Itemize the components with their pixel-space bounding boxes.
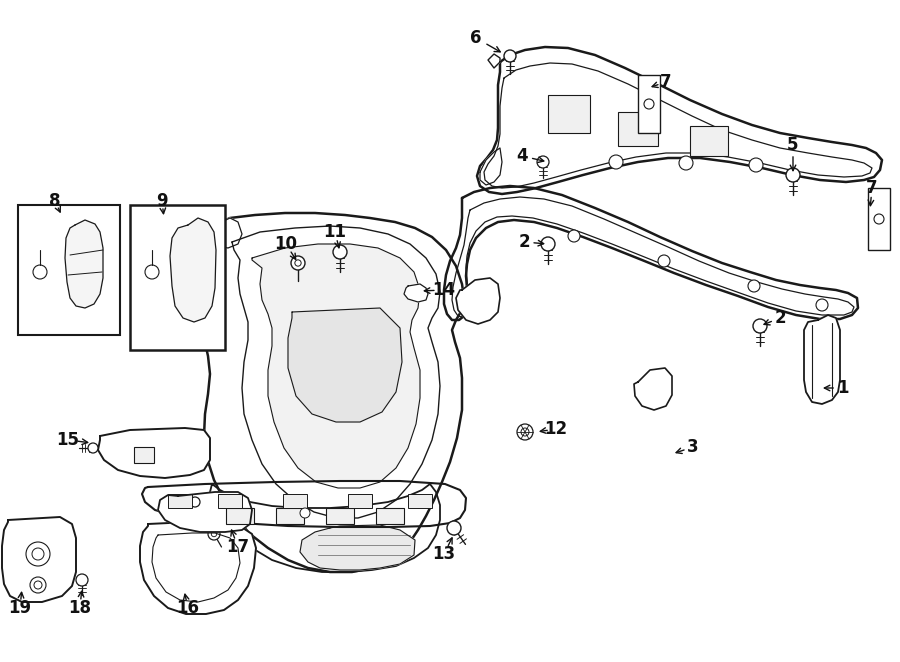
- Circle shape: [521, 428, 529, 436]
- Text: 11: 11: [323, 223, 346, 241]
- Polygon shape: [98, 428, 210, 478]
- Bar: [690, 126, 728, 156]
- Circle shape: [679, 156, 693, 170]
- Text: 10: 10: [274, 235, 298, 253]
- Polygon shape: [444, 186, 858, 320]
- Text: 17: 17: [227, 538, 249, 556]
- Bar: [134, 447, 154, 463]
- Text: 15: 15: [57, 431, 79, 449]
- Bar: [348, 494, 372, 508]
- Circle shape: [208, 528, 220, 540]
- Text: 7: 7: [661, 73, 671, 91]
- Text: 9: 9: [157, 192, 167, 210]
- Polygon shape: [300, 525, 415, 570]
- Circle shape: [34, 581, 42, 589]
- Polygon shape: [142, 481, 466, 527]
- Circle shape: [30, 577, 46, 593]
- Text: 8: 8: [50, 192, 61, 210]
- Text: 3: 3: [688, 438, 698, 456]
- Circle shape: [295, 260, 302, 266]
- Bar: [618, 112, 658, 146]
- Circle shape: [748, 280, 760, 292]
- Circle shape: [300, 508, 310, 518]
- Polygon shape: [480, 148, 502, 185]
- Polygon shape: [252, 244, 420, 488]
- Circle shape: [874, 214, 884, 224]
- Text: 1: 1: [837, 379, 849, 397]
- Polygon shape: [198, 298, 222, 342]
- Bar: [18, 205, 120, 335]
- Bar: [218, 494, 242, 508]
- Text: 18: 18: [68, 599, 92, 617]
- Bar: [548, 95, 590, 133]
- Text: 16: 16: [176, 599, 200, 617]
- Circle shape: [190, 497, 200, 507]
- Polygon shape: [140, 522, 256, 614]
- Polygon shape: [456, 278, 500, 324]
- Circle shape: [537, 156, 549, 168]
- Polygon shape: [65, 220, 103, 308]
- Bar: [276, 508, 304, 524]
- Circle shape: [609, 155, 623, 169]
- Circle shape: [291, 256, 305, 270]
- Bar: [168, 494, 192, 508]
- Text: 12: 12: [544, 420, 568, 438]
- Polygon shape: [213, 218, 242, 248]
- Text: 5: 5: [788, 136, 799, 154]
- Text: 7: 7: [866, 179, 878, 197]
- Circle shape: [504, 50, 516, 62]
- Polygon shape: [210, 484, 440, 572]
- Bar: [408, 494, 432, 508]
- Circle shape: [541, 237, 555, 251]
- Text: 2: 2: [518, 233, 530, 251]
- Polygon shape: [158, 492, 252, 532]
- Text: 4: 4: [517, 147, 527, 165]
- Polygon shape: [404, 284, 428, 302]
- Text: 19: 19: [8, 599, 32, 617]
- Text: 2: 2: [774, 309, 786, 327]
- Polygon shape: [488, 54, 500, 68]
- Circle shape: [33, 265, 47, 279]
- Circle shape: [816, 299, 828, 311]
- Bar: [130, 205, 225, 350]
- Bar: [283, 494, 307, 508]
- Bar: [868, 188, 890, 250]
- Polygon shape: [2, 517, 76, 602]
- Circle shape: [644, 99, 654, 109]
- Circle shape: [658, 255, 670, 267]
- Polygon shape: [634, 368, 672, 410]
- Text: 14: 14: [432, 281, 455, 299]
- Circle shape: [145, 265, 159, 279]
- Circle shape: [517, 424, 533, 440]
- Circle shape: [333, 245, 347, 259]
- Polygon shape: [170, 218, 216, 322]
- Bar: [226, 508, 254, 524]
- Text: 13: 13: [432, 545, 455, 563]
- Polygon shape: [288, 308, 402, 422]
- Bar: [376, 508, 404, 524]
- Circle shape: [88, 443, 98, 453]
- Polygon shape: [477, 47, 882, 194]
- Circle shape: [447, 521, 461, 535]
- Circle shape: [212, 532, 217, 537]
- Circle shape: [568, 230, 580, 242]
- Circle shape: [26, 542, 50, 566]
- Circle shape: [76, 574, 88, 586]
- Polygon shape: [804, 315, 840, 404]
- Text: 6: 6: [470, 29, 482, 47]
- Circle shape: [753, 319, 767, 333]
- Polygon shape: [200, 213, 464, 572]
- Circle shape: [786, 168, 800, 182]
- Bar: [638, 75, 660, 133]
- Circle shape: [749, 158, 763, 172]
- Bar: [326, 508, 354, 524]
- Circle shape: [32, 548, 44, 560]
